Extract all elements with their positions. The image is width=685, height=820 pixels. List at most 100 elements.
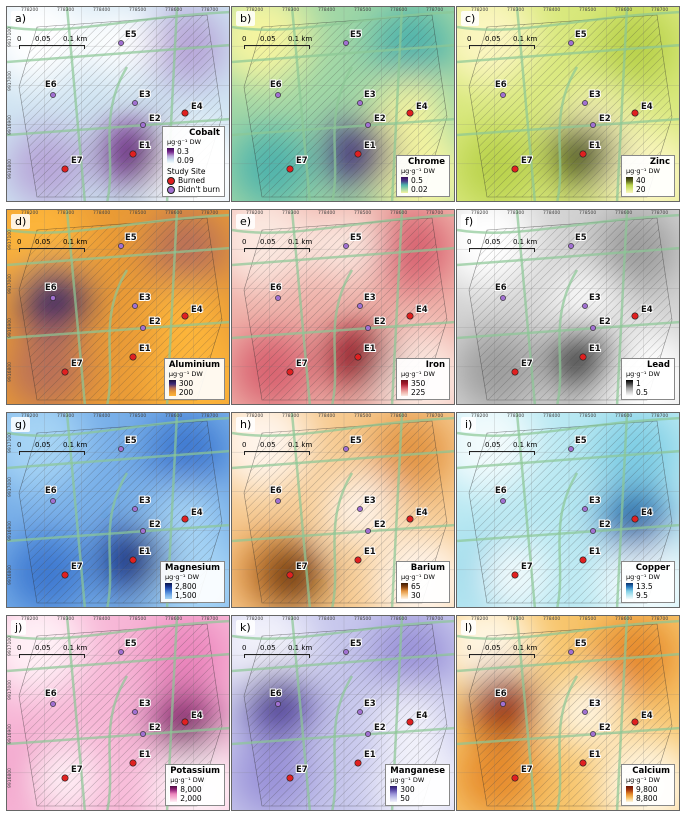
legend-title: Manganese (390, 766, 445, 776)
site-marker-e4[interactable] (181, 515, 189, 523)
site-marker-e7[interactable] (61, 368, 69, 376)
site-marker-e4[interactable] (631, 515, 639, 523)
site-marker-e3[interactable] (357, 709, 363, 715)
site-marker-e6[interactable] (500, 295, 506, 301)
site-marker-e6[interactable] (275, 295, 281, 301)
site-marker-e1[interactable] (129, 556, 137, 564)
site-marker-e5[interactable] (118, 649, 124, 655)
site-marker-e2[interactable] (590, 731, 596, 737)
north-arrow-icon (651, 620, 673, 650)
site-marker-e5[interactable] (343, 243, 349, 249)
site-marker-e6[interactable] (50, 498, 56, 504)
site-marker-e4[interactable] (406, 515, 414, 523)
site-marker-e1[interactable] (579, 353, 587, 361)
site-marker-e3[interactable] (582, 709, 588, 715)
site-marker-e1[interactable] (579, 556, 587, 564)
site-marker-e7[interactable] (61, 774, 69, 782)
legend-color-ramp (401, 583, 408, 599)
site-marker-e5[interactable] (343, 40, 349, 46)
site-marker-e2[interactable] (140, 122, 146, 128)
x-tick-label: 778500 (354, 8, 372, 13)
site-marker-e4[interactable] (406, 718, 414, 726)
site-marker-e5[interactable] (568, 446, 574, 452)
site-marker-e3[interactable] (132, 709, 138, 715)
site-marker-e2[interactable] (365, 731, 371, 737)
site-marker-e7[interactable] (286, 165, 294, 173)
site-marker-e5[interactable] (343, 446, 349, 452)
site-marker-e2[interactable] (590, 122, 596, 128)
site-marker-e7[interactable] (511, 368, 519, 376)
site-marker-e3[interactable] (582, 100, 588, 106)
site-label-e5: E5 (350, 436, 362, 446)
site-marker-e7[interactable] (286, 571, 294, 579)
site-marker-e4[interactable] (181, 718, 189, 726)
site-marker-e1[interactable] (129, 759, 137, 767)
site-marker-e2[interactable] (365, 528, 371, 534)
site-marker-e4[interactable] (406, 312, 414, 320)
site-marker-e7[interactable] (286, 368, 294, 376)
site-marker-e7[interactable] (511, 165, 519, 173)
site-marker-e1[interactable] (354, 556, 362, 564)
site-marker-e3[interactable] (357, 303, 363, 309)
site-marker-e1[interactable] (354, 759, 362, 767)
site-marker-e5[interactable] (568, 243, 574, 249)
site-marker-e1[interactable] (354, 353, 362, 361)
site-marker-e3[interactable] (132, 506, 138, 512)
site-marker-e2[interactable] (140, 731, 146, 737)
site-marker-e5[interactable] (568, 40, 574, 46)
site-marker-e7[interactable] (61, 571, 69, 579)
site-marker-e6[interactable] (275, 701, 281, 707)
site-marker-e7[interactable] (286, 774, 294, 782)
road-line (615, 7, 629, 201)
site-marker-e4[interactable] (406, 109, 414, 117)
site-marker-e7[interactable] (511, 774, 519, 782)
site-marker-e6[interactable] (500, 701, 506, 707)
site-marker-e3[interactable] (582, 303, 588, 309)
y-tick-label: 9916800 (8, 158, 13, 179)
site-marker-e2[interactable] (140, 325, 146, 331)
site-marker-e6[interactable] (500, 92, 506, 98)
site-label-e6: E6 (270, 486, 282, 496)
site-marker-e6[interactable] (275, 92, 281, 98)
x-tick-label: 778600 (615, 8, 633, 13)
site-marker-e4[interactable] (181, 312, 189, 320)
site-marker-e3[interactable] (357, 506, 363, 512)
site-marker-e5[interactable] (343, 649, 349, 655)
site-marker-e6[interactable] (50, 92, 56, 98)
site-marker-e2[interactable] (590, 325, 596, 331)
site-marker-e5[interactable] (118, 40, 124, 46)
site-marker-e5[interactable] (118, 446, 124, 452)
site-marker-e2[interactable] (590, 528, 596, 534)
site-marker-e1[interactable] (129, 353, 137, 361)
site-marker-e7[interactable] (511, 571, 519, 579)
site-marker-e5[interactable] (118, 243, 124, 249)
site-marker-e4[interactable] (181, 109, 189, 117)
scale-label-0: 0 (242, 644, 247, 652)
site-marker-e3[interactable] (132, 100, 138, 106)
site-label-e6: E6 (270, 689, 282, 699)
site-marker-e4[interactable] (631, 718, 639, 726)
site-marker-e2[interactable] (365, 122, 371, 128)
site-marker-e1[interactable] (354, 150, 362, 158)
site-marker-e1[interactable] (579, 759, 587, 767)
site-marker-e4[interactable] (631, 109, 639, 117)
x-tick-label: 778400 (543, 8, 561, 13)
site-marker-e2[interactable] (365, 325, 371, 331)
site-marker-e7[interactable] (61, 165, 69, 173)
site-marker-e3[interactable] (582, 506, 588, 512)
site-marker-e4[interactable] (631, 312, 639, 320)
panel-label: i) (461, 417, 477, 432)
site-label-e5: E5 (350, 233, 362, 243)
site-marker-e6[interactable] (50, 295, 56, 301)
site-marker-e1[interactable] (129, 150, 137, 158)
site-label-e3: E3 (139, 699, 151, 709)
site-marker-e6[interactable] (50, 701, 56, 707)
site-marker-e5[interactable] (568, 649, 574, 655)
site-marker-e2[interactable] (140, 528, 146, 534)
x-tick-label: 778400 (318, 211, 336, 216)
site-marker-e3[interactable] (132, 303, 138, 309)
site-marker-e6[interactable] (500, 498, 506, 504)
site-marker-e6[interactable] (275, 498, 281, 504)
site-marker-e3[interactable] (357, 100, 363, 106)
site-marker-e1[interactable] (579, 150, 587, 158)
